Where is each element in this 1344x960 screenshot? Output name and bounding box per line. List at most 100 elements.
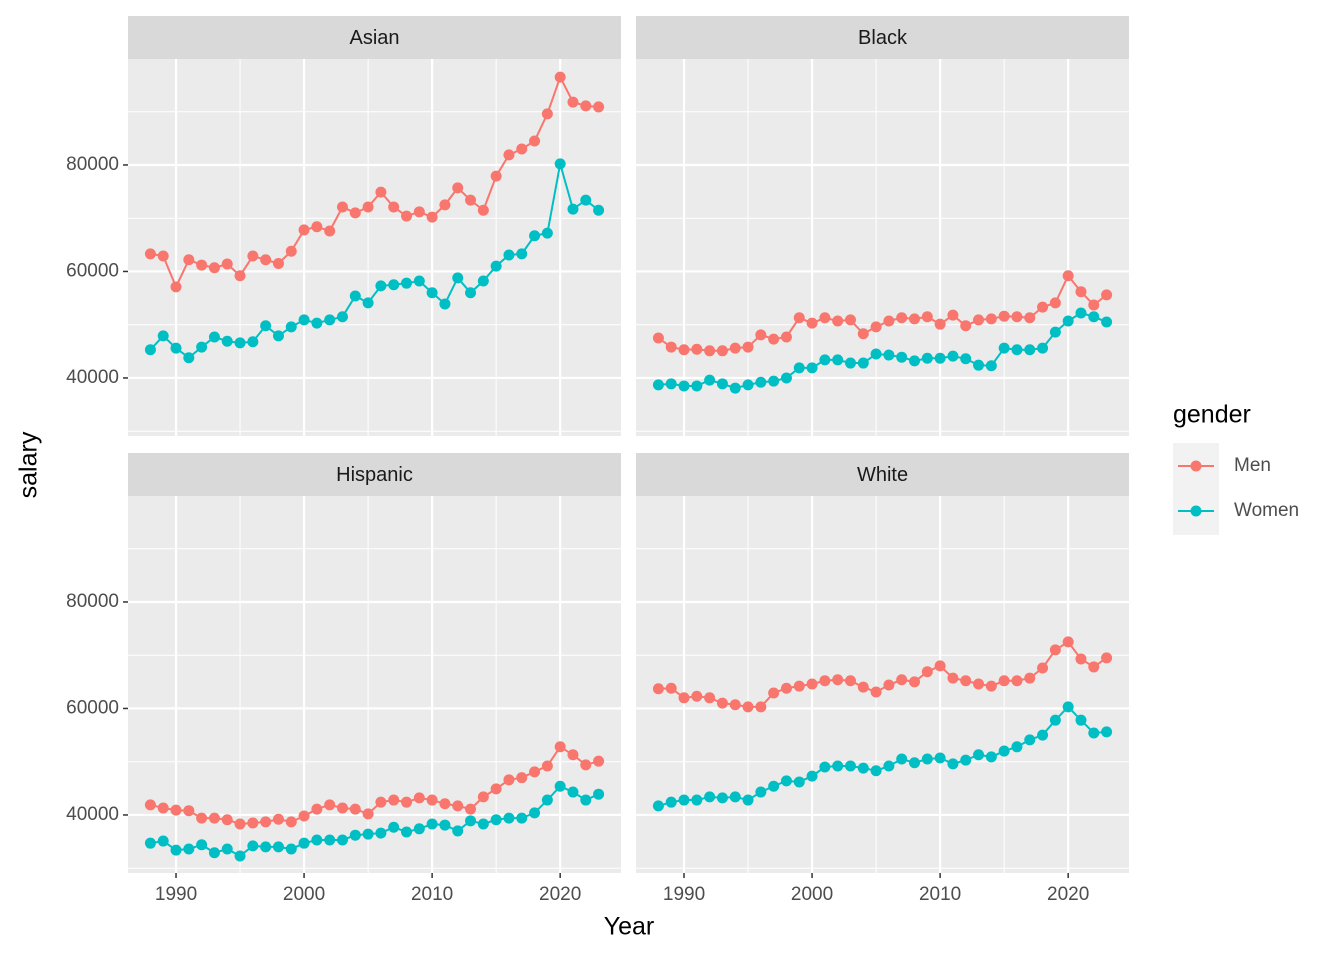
data-point xyxy=(183,254,195,266)
data-point xyxy=(170,844,182,856)
data-point xyxy=(1062,636,1074,648)
data-point xyxy=(780,331,792,343)
data-point xyxy=(1088,661,1100,673)
data-point xyxy=(349,290,361,302)
data-point xyxy=(529,807,541,819)
data-point xyxy=(1075,653,1087,665)
data-point xyxy=(593,788,605,800)
data-point xyxy=(832,315,844,327)
data-point xyxy=(793,312,805,324)
data-point xyxy=(324,834,336,846)
data-point xyxy=(170,281,182,293)
legend-label: Men xyxy=(1234,455,1271,476)
data-point xyxy=(567,96,579,108)
data-point xyxy=(541,227,553,239)
data-point xyxy=(593,755,605,767)
data-point xyxy=(691,794,703,806)
data-point xyxy=(298,837,310,849)
data-point xyxy=(921,352,933,364)
data-point xyxy=(729,791,741,803)
data-point xyxy=(1049,297,1061,309)
data-point xyxy=(516,248,528,260)
data-point xyxy=(768,333,780,345)
data-point xyxy=(691,380,703,392)
legend-key-point xyxy=(1190,505,1202,517)
data-point xyxy=(716,345,728,357)
data-point xyxy=(780,372,792,384)
data-point xyxy=(554,71,566,83)
data-point xyxy=(298,810,310,822)
data-point xyxy=(490,260,502,272)
data-point xyxy=(260,816,272,828)
data-point xyxy=(857,328,869,340)
data-point xyxy=(375,827,387,839)
data-point xyxy=(716,697,728,709)
data-point xyxy=(503,249,515,261)
data-point xyxy=(1049,644,1061,656)
data-point xyxy=(819,675,831,687)
data-point xyxy=(196,341,208,353)
data-point xyxy=(844,357,856,369)
data-point xyxy=(896,674,908,686)
data-point xyxy=(465,194,477,206)
x-tick-label: 2020 xyxy=(1047,884,1089,905)
data-point xyxy=(819,354,831,366)
data-point xyxy=(529,766,541,778)
data-point xyxy=(1088,311,1100,323)
data-point xyxy=(652,379,664,391)
data-point xyxy=(857,357,869,369)
data-point xyxy=(413,823,425,835)
data-point xyxy=(1101,652,1113,664)
data-point xyxy=(844,314,856,326)
data-point xyxy=(1024,672,1036,684)
data-point xyxy=(580,100,592,112)
data-point xyxy=(985,360,997,372)
legend-key-point xyxy=(1190,460,1202,472)
data-point xyxy=(336,834,348,846)
data-point xyxy=(780,775,792,787)
data-point xyxy=(652,683,664,695)
data-point xyxy=(755,786,767,798)
data-point xyxy=(413,275,425,287)
data-point xyxy=(183,805,195,817)
data-point xyxy=(857,681,869,693)
data-point xyxy=(439,199,451,211)
data-point xyxy=(157,250,169,262)
data-point xyxy=(388,279,400,291)
data-point xyxy=(349,803,361,815)
data-point xyxy=(298,224,310,236)
data-point xyxy=(896,351,908,363)
data-point xyxy=(208,331,220,343)
data-point xyxy=(909,313,921,325)
data-point xyxy=(426,211,438,223)
data-point xyxy=(490,814,502,826)
data-point xyxy=(272,813,284,825)
y-tick-label: 80000 xyxy=(66,154,119,175)
data-point xyxy=(324,225,336,237)
data-point xyxy=(375,186,387,198)
data-point xyxy=(439,798,451,810)
data-point xyxy=(729,342,741,354)
data-point xyxy=(567,749,579,761)
data-point xyxy=(157,330,169,342)
x-tick-label: 2000 xyxy=(791,884,833,905)
data-point xyxy=(883,349,895,361)
data-point xyxy=(272,330,284,342)
data-point xyxy=(170,342,182,354)
data-point xyxy=(806,678,818,690)
data-point xyxy=(336,802,348,814)
data-point xyxy=(896,753,908,765)
data-point xyxy=(516,772,528,784)
data-point xyxy=(870,686,882,698)
data-point xyxy=(221,814,233,826)
panel-background xyxy=(636,496,1129,873)
data-point xyxy=(1075,714,1087,726)
data-point xyxy=(1088,727,1100,739)
x-tick-label: 1990 xyxy=(663,884,705,905)
data-point xyxy=(529,135,541,147)
data-point xyxy=(1037,342,1049,354)
data-point xyxy=(844,675,856,687)
x-tick-label: 2000 xyxy=(283,884,325,905)
data-point xyxy=(665,378,677,390)
data-point xyxy=(678,380,690,392)
